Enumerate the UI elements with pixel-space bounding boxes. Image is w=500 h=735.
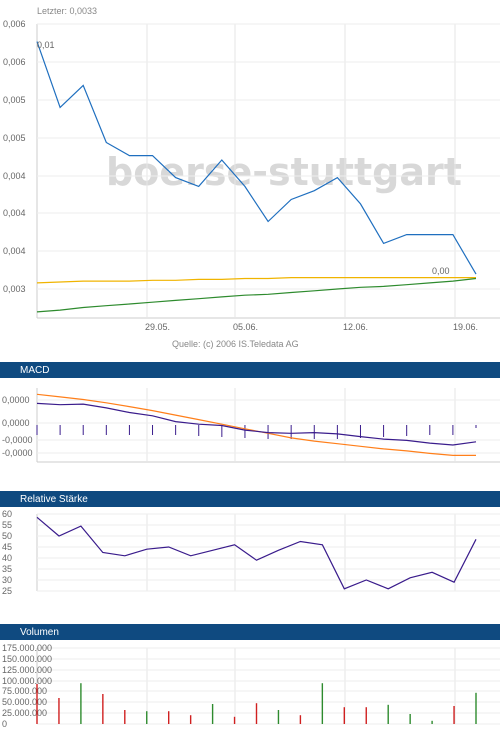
rsi-y-tick-label: 45	[2, 542, 12, 552]
macd-y-tick-label: -0,0000	[2, 435, 33, 445]
moving-average-long-line	[36, 277, 477, 313]
price-x-tick-label: 12.06.	[343, 322, 368, 332]
volume-y-tick-label: 25.000.000	[2, 708, 47, 718]
rsi-grid	[36, 513, 500, 592]
watermark: boerse-stuttgart	[106, 150, 462, 194]
macd-title-bar	[0, 362, 500, 378]
macd-y-tick-label: -0,0000	[2, 448, 33, 458]
price-line	[36, 41, 477, 275]
volume-y-ticks: 175.000.000150.000.000125.000.000100.000…	[2, 643, 52, 729]
price-y-ticks: 0,006 0,006 0,005 0,005 0,004 0,004 0,004 0,003	[3, 19, 26, 294]
price-x-tick-label: 05.06.	[233, 322, 258, 332]
volume-title: Volumen	[20, 627, 59, 638]
price-y-tick-label: 0,004	[3, 208, 26, 218]
macd-panel: MACD 0,0000 0,0000 -0,0000 -0,0000	[0, 362, 500, 463]
price-y-tick-label: 0,004	[3, 246, 26, 256]
price-y-tick-label: 0,005	[3, 133, 26, 143]
macd-line	[36, 402, 477, 446]
rsi-y-tick-label: 25	[2, 586, 12, 596]
volume-y-tick-label: 50.000.000	[2, 697, 47, 707]
price-high-annotation: 0,01	[37, 40, 55, 50]
macd-grid	[36, 388, 500, 463]
macd-title: MACD	[20, 365, 49, 376]
volume-y-tick-label: 0	[2, 719, 7, 729]
price-y-tick-label: 0,005	[3, 95, 26, 105]
price-y-tick-label: 0,006	[3, 19, 26, 29]
rsi-y-tick-label: 35	[2, 564, 12, 574]
rsi-y-tick-label: 40	[2, 553, 12, 563]
rsi-y-tick-label: 60	[2, 509, 12, 519]
price-series	[36, 41, 477, 313]
volume-y-tick-label: 125.000.000	[2, 665, 52, 675]
source-label: Quelle: (c) 2006 IS.Teledata AG	[172, 339, 299, 349]
rsi-title: Relative Stärke	[20, 494, 88, 505]
volume-title-bar	[0, 624, 500, 640]
rsi-title-bar	[0, 491, 500, 507]
price-low-annotation: 0,00	[432, 266, 450, 276]
rsi-y-tick-label: 30	[2, 575, 12, 585]
macd-y-tick-label: 0,0000	[2, 395, 30, 405]
volume-grid	[36, 647, 500, 725]
macd-signal-line	[36, 393, 476, 456]
volume-y-tick-label: 150.000.000	[2, 654, 52, 664]
rsi-line	[36, 516, 477, 590]
volume-y-tick-label: 75.000.000	[2, 686, 47, 696]
price-panel: Letzter: 0,0033 boerse-stuttgart 0,0060,…	[3, 6, 500, 349]
moving-average-short-line	[36, 277, 476, 284]
rsi-series	[36, 516, 477, 590]
price-y-tick-label: 0,004	[3, 171, 26, 181]
rsi-y-tick-label: 55	[2, 520, 12, 530]
price-x-ticks: 29.05. 05.06. 12.06. 19.06.	[145, 322, 478, 332]
volume-bars	[36, 683, 477, 724]
price-grid	[36, 23, 500, 319]
macd-y-tick-label: 0,0000	[2, 418, 30, 428]
price-x-tick-label: 29.05.	[145, 322, 170, 332]
price-y-tick-label: 0,006	[3, 57, 26, 67]
last-price-label: Letzter: 0,0033	[37, 6, 97, 16]
volume-panel: Volumen 175.000.000150.000.000125.000.00…	[0, 624, 500, 729]
macd-histogram	[36, 425, 477, 439]
price-x-tick-label: 19.06.	[453, 322, 478, 332]
volume-y-tick-label: 175.000.000	[2, 643, 52, 653]
volume-y-tick-label: 100.000.000	[2, 676, 52, 686]
price-y-tick-label: 0,003	[3, 284, 26, 294]
macd-series	[36, 393, 477, 456]
rsi-y-tick-label: 50	[2, 531, 12, 541]
macd-y-ticks: 0,0000 0,0000 -0,0000 -0,0000	[2, 395, 33, 458]
